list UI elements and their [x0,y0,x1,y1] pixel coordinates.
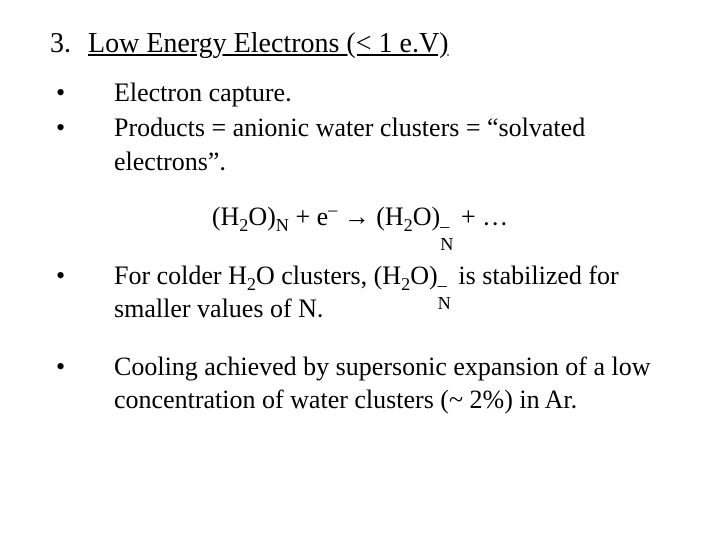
heading-number: 3. [50,28,88,60]
eq-part: (H [376,202,403,231]
subscript-two: 2 [239,215,248,235]
eq-part: O) [413,202,440,231]
bullet-item: • For colder H2O clusters, (H2O)N– is st… [50,259,670,326]
bullet-marker: • [50,350,114,383]
subscript-two: 2 [247,274,256,294]
bullet-marker: • [50,111,114,144]
bullet-marker: • [50,259,114,292]
eq-part: (H [212,202,239,231]
bullet-item: • Cooling achieved by supersonic expansi… [50,350,670,417]
slide-content: 3.Low Energy Electrons (< 1 e.V) • Elect… [0,0,720,446]
eq-part: O) [248,202,275,231]
subscript-N: N [276,215,289,235]
text-fragment: O) [410,261,437,290]
eq-arrow: → [337,202,376,231]
superscript-minus: – [438,274,447,297]
subscript-two: 2 [404,215,413,235]
slide-heading: 3.Low Energy Electrons (< 1 e.V) [50,28,670,60]
heading-text: Low Energy Electrons (< 1 e.V) [88,28,449,59]
bullet-text: Electron capture. [114,76,670,109]
bullet-item: • Products = anionic water clusters = “s… [50,111,670,178]
bullet-text: For colder H2O clusters, (H2O)N– is stab… [114,259,670,326]
text-fragment: For colder H [114,261,247,290]
equation: (H2O)N + e– → (H2O)N– + … [50,200,670,233]
superscript-minus: – [440,215,449,238]
bullet-text: Products = anionic water clusters = “sol… [114,111,670,178]
bullet-marker: • [50,76,114,109]
bullet-list: • Electron capture. • Products = anionic… [50,76,670,416]
text-fragment: O clusters, (H [256,261,401,290]
eq-part: + … [455,202,509,231]
bullet-text: Cooling achieved by supersonic expansion… [114,350,670,417]
superscript-minus: – [328,199,337,219]
bullet-item: • Electron capture. [50,76,670,109]
spacer [50,328,670,350]
subscript-two: 2 [401,274,410,294]
eq-part: + e [289,202,328,231]
